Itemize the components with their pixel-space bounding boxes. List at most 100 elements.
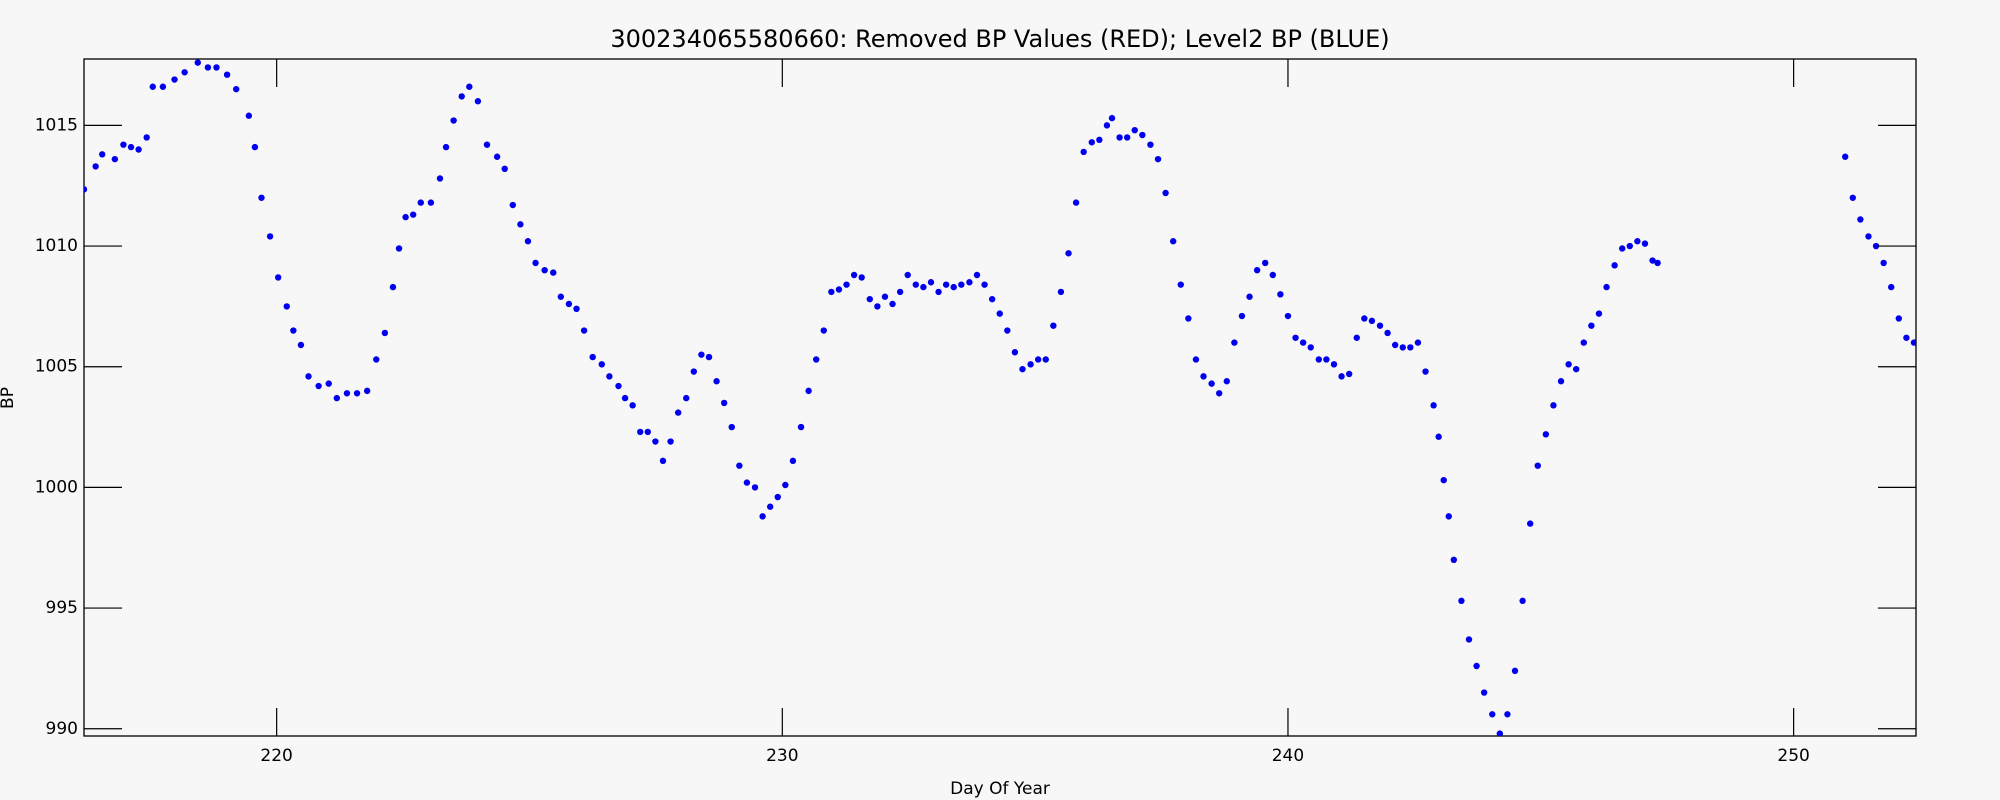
data-point	[805, 387, 812, 395]
data-point	[120, 141, 127, 148]
data-point	[973, 271, 981, 279]
data-point	[1200, 373, 1207, 380]
data-point	[629, 402, 636, 409]
data-point	[889, 300, 896, 308]
data-point	[1315, 356, 1323, 363]
data-point	[1534, 462, 1541, 469]
data-point	[1519, 597, 1526, 605]
x-axis-label: Day Of Year	[950, 779, 1050, 799]
y-tick-label: 990	[46, 719, 78, 739]
data-point	[363, 387, 371, 395]
data-point	[920, 283, 927, 291]
data-point	[111, 155, 119, 163]
data-point	[743, 479, 751, 486]
x-tick-label: 250	[1777, 746, 1809, 766]
plot-frame	[83, 58, 1917, 737]
data-point	[517, 221, 524, 228]
data-point	[1192, 356, 1200, 363]
data-point	[1147, 141, 1154, 148]
data-point	[728, 423, 735, 431]
data-point	[713, 378, 720, 385]
data-point	[417, 199, 424, 206]
data-point	[1208, 380, 1215, 387]
data-point	[1458, 597, 1465, 605]
data-point	[674, 409, 682, 416]
data-point	[667, 438, 674, 445]
data-point	[981, 281, 988, 288]
data-point	[524, 238, 532, 245]
data-point	[1588, 322, 1595, 329]
data-point	[1050, 322, 1057, 329]
data-point	[127, 143, 135, 151]
data-point	[135, 146, 142, 153]
data-point	[759, 513, 766, 520]
data-point	[1116, 134, 1123, 141]
data-point	[1169, 238, 1177, 245]
data-point	[541, 266, 548, 274]
data-point	[766, 503, 774, 510]
data-point	[436, 175, 444, 182]
y-tick-label: 1000	[35, 477, 78, 497]
data-point	[1480, 689, 1488, 696]
data-point	[1440, 476, 1447, 484]
data-point	[1641, 240, 1649, 247]
data-point	[1880, 259, 1887, 267]
data-point	[373, 356, 380, 363]
data-point	[333, 394, 341, 402]
data-point	[483, 141, 491, 148]
data-point	[84, 186, 88, 193]
data-point	[1526, 520, 1534, 527]
data-point	[1435, 433, 1442, 440]
data-point	[1865, 233, 1872, 240]
data-point	[442, 143, 450, 151]
data-point	[213, 64, 220, 71]
points	[84, 59, 1916, 736]
data-point	[912, 281, 920, 288]
data-point	[1611, 262, 1618, 269]
data-point	[1450, 556, 1458, 564]
data-point	[820, 327, 827, 334]
data-point	[606, 373, 613, 380]
data-point	[389, 283, 397, 291]
data-point	[1391, 341, 1399, 349]
data-point	[1353, 334, 1360, 341]
data-point	[812, 356, 820, 363]
data-point	[683, 394, 690, 402]
data-point	[782, 481, 789, 489]
data-point	[966, 279, 973, 286]
data-point	[858, 274, 865, 281]
data-point	[297, 341, 305, 349]
data-point	[1088, 139, 1095, 146]
data-point	[1057, 288, 1065, 296]
data-point	[381, 329, 389, 337]
data-point	[532, 259, 539, 267]
data-point	[1903, 334, 1910, 341]
data-point	[1065, 250, 1072, 257]
data-point	[1253, 266, 1261, 274]
data-point	[1177, 281, 1184, 288]
data-point	[1511, 667, 1519, 675]
data-point	[637, 428, 644, 436]
data-point	[1345, 370, 1353, 378]
data-point	[935, 288, 942, 296]
data-point	[1842, 153, 1849, 160]
x-tick-label: 220	[260, 746, 292, 766]
data-point	[1580, 339, 1587, 346]
data-point	[1496, 730, 1504, 736]
data-point	[1216, 390, 1223, 397]
data-point	[402, 213, 409, 221]
data-point	[450, 117, 457, 124]
data-point	[1550, 402, 1557, 409]
data-point	[996, 310, 1003, 317]
data-point	[194, 59, 201, 66]
data-point	[1557, 378, 1565, 385]
data-point	[1626, 242, 1633, 250]
data-point	[866, 295, 873, 303]
chart-title: 300234065580660: Removed BP Values (RED)…	[610, 25, 1389, 53]
data-point	[1399, 344, 1406, 351]
data-point	[1445, 513, 1452, 520]
data-point	[343, 390, 351, 397]
data-point	[233, 85, 240, 93]
data-point	[705, 353, 713, 361]
